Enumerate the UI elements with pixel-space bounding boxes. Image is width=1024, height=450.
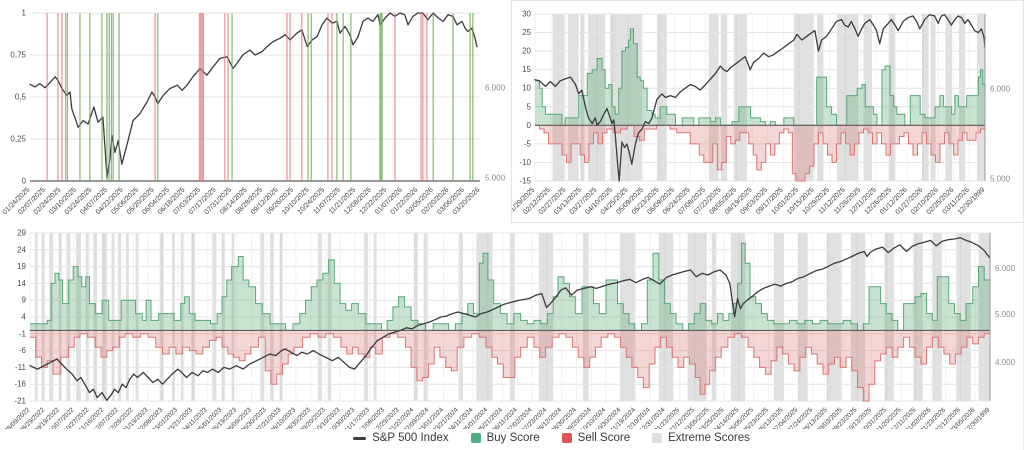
- svg-text:19: 19: [17, 262, 26, 271]
- legend-item-buy-score[interactable]: Buy Score: [470, 432, 540, 444]
- legend-label-buy-score: Buy Score: [486, 432, 540, 444]
- chart-panel-scores-full-history: 29 24 19 14 9 4 -1 -6 -11 -16 -21 6.000 5.000 4.000 08…: [0, 223, 1024, 450]
- svg-text:5.000: 5.000: [995, 310, 1016, 319]
- chart-panel-buy-sell-signals: 1 0,75 0,5 0,25 0 6.000 5.000 01/24/2025 02/07/2…: [0, 0, 511, 223]
- legend-item-extreme-scores[interactable]: Extreme Scores: [652, 432, 750, 444]
- svg-text:25: 25: [522, 28, 531, 37]
- svg-text:-21: -21: [14, 397, 26, 406]
- svg-text:-10: -10: [519, 158, 531, 167]
- sp500-line-swatch: [353, 436, 367, 440]
- sell-score-swatch: [561, 433, 572, 443]
- svg-text:-1: -1: [19, 329, 27, 338]
- buy-sell-signals-chart: 10,750,50,2506.0005.00001/24/202502/07/2…: [2, 9, 506, 217]
- svg-text:0: 0: [527, 121, 532, 130]
- svg-text:5: 5: [527, 102, 532, 111]
- svg-text:5.000: 5.000: [485, 173, 506, 182]
- scores-recent-chart: 302520151050-5-10-156.0005.00001/29/2025…: [512, 10, 1011, 217]
- svg-text:15: 15: [522, 65, 531, 74]
- chart-panel-scores-recent: 30 25 20 15 10 5 0 -5 -10 -15 6.000 5.000 01/29/2025…: [511, 0, 1024, 223]
- extreme-scores-swatch: [652, 433, 663, 443]
- svg-text:-6: -6: [19, 346, 27, 355]
- svg-text:0: 0: [22, 177, 27, 186]
- legend-label-sp500: S&P 500 Index: [372, 432, 449, 444]
- svg-text:0,75: 0,75: [10, 51, 26, 60]
- svg-text:6.000: 6.000: [995, 264, 1016, 273]
- svg-text:6.000: 6.000: [990, 84, 1011, 93]
- svg-text:1: 1: [22, 9, 27, 18]
- svg-text:30: 30: [522, 10, 531, 19]
- legend-item-sp500[interactable]: S&P 500 Index: [353, 432, 449, 444]
- svg-text:24: 24: [17, 245, 26, 254]
- svg-text:0,5: 0,5: [15, 93, 27, 102]
- chart-legend: S&P 500 Index Buy Score Sell Score Extre…: [40, 429, 1024, 447]
- svg-text:29: 29: [17, 229, 26, 238]
- buy-score-swatch: [470, 433, 481, 443]
- svg-text:9: 9: [22, 296, 27, 305]
- svg-text:4: 4: [22, 313, 27, 322]
- svg-text:4.000: 4.000: [995, 358, 1016, 367]
- svg-text:-5: -5: [524, 139, 532, 148]
- legend-item-sell-score[interactable]: Sell Score: [561, 432, 631, 444]
- svg-text:10: 10: [522, 84, 531, 93]
- svg-text:0,25: 0,25: [10, 135, 26, 144]
- svg-text:-15: -15: [519, 177, 531, 186]
- svg-text:5.000: 5.000: [990, 175, 1011, 184]
- scores-full-history-chart: 2924191494-1-6-11-16-216.0005.0004.00008…: [3, 229, 1016, 430]
- svg-text:14: 14: [17, 279, 26, 288]
- svg-text:-11: -11: [15, 363, 27, 372]
- svg-text:6.000: 6.000: [485, 83, 506, 92]
- svg-text:-16: -16: [14, 380, 26, 389]
- legend-label-sell-score: Sell Score: [577, 432, 631, 444]
- svg-text:20: 20: [522, 47, 531, 56]
- legend-label-extreme-scores: Extreme Scores: [668, 432, 750, 444]
